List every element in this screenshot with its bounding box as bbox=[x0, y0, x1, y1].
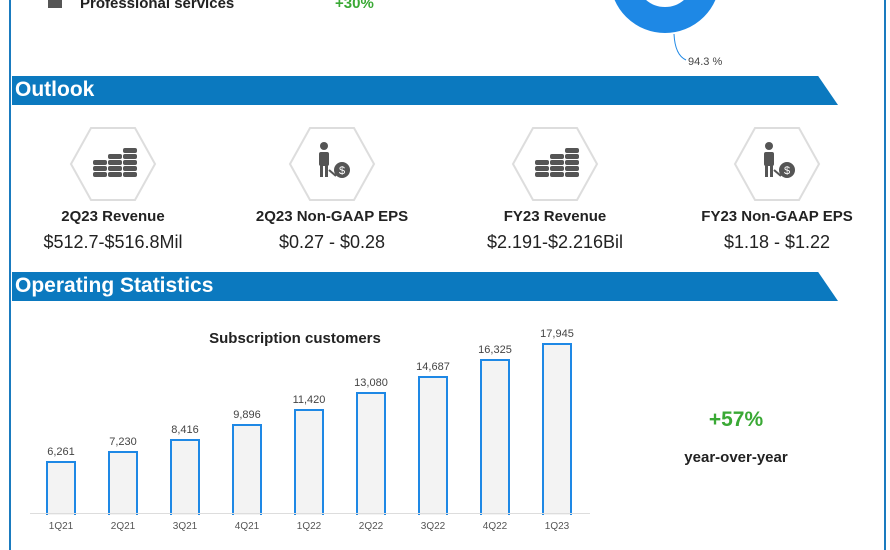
outlook-item-value: $0.27 - $0.28 bbox=[278, 232, 386, 252]
frame-left-border bbox=[9, 0, 11, 550]
operating-header: Operating Statistics bbox=[12, 272, 838, 301]
x-tick-label: 3Q21 bbox=[172, 521, 198, 532]
outlook-item-label: 2Q23 Non-GAAP EPS bbox=[255, 208, 409, 225]
x-tick-label: 4Q21 bbox=[234, 521, 260, 532]
chart-title: Subscription customers bbox=[209, 330, 381, 347]
x-tick-label: 2Q22 bbox=[358, 521, 384, 532]
legend-label: Professional services bbox=[80, 0, 235, 12]
yoy-growth: +57% bbox=[708, 408, 764, 431]
data-label: 13,080 bbox=[354, 377, 388, 389]
leader-line bbox=[673, 33, 687, 61]
donut-slice bbox=[614, 0, 716, 33]
svg-text:$: $ bbox=[339, 165, 345, 177]
bar-4Q21 bbox=[232, 424, 262, 515]
outlook-item-label: FY23 Revenue bbox=[503, 208, 607, 225]
data-label: 7,230 bbox=[109, 436, 137, 449]
bar-3Q22 bbox=[418, 375, 448, 515]
yoy-label: year-over-year bbox=[684, 449, 788, 466]
data-label: 17,945 bbox=[540, 327, 574, 340]
frame-right-border bbox=[884, 0, 886, 550]
outlook-item-value: $1.18 - $1.22 bbox=[723, 232, 831, 252]
outlook-title: Outlook bbox=[15, 78, 95, 101]
person-dollar-icon: $ bbox=[288, 126, 376, 202]
data-label: 8,416 bbox=[171, 424, 199, 437]
data-label: 11,420 bbox=[292, 393, 326, 406]
bar-4Q22 bbox=[480, 359, 510, 515]
outlook-item-value: $512.7-$516.8Mil bbox=[43, 232, 183, 252]
donut-chart bbox=[614, 0, 716, 61]
outlook-item-label: 2Q23 Revenue bbox=[61, 208, 165, 225]
x-tick-label: 1Q22 bbox=[296, 521, 322, 532]
data-label: 14,687 bbox=[416, 360, 450, 373]
coins-icon bbox=[511, 126, 599, 202]
x-tick-label: 2Q21 bbox=[110, 521, 136, 532]
x-tick-label: 4Q22 bbox=[482, 521, 508, 532]
x-tick-label: 1Q23 bbox=[544, 521, 570, 532]
legend-swatch bbox=[48, 0, 62, 8]
bar-3Q21 bbox=[170, 439, 200, 515]
bar-2Q22 bbox=[356, 392, 386, 515]
person-dollar-icon: $ bbox=[733, 126, 821, 202]
outlook-item-label: FY23 Non-GAAP EPS bbox=[701, 208, 853, 225]
operating-title: Operating Statistics bbox=[15, 274, 214, 297]
outlook-header: Outlook bbox=[12, 76, 838, 105]
bar-1Q23 bbox=[542, 342, 572, 515]
donut-label: 94.3 % bbox=[688, 56, 723, 68]
data-label: 9,896 bbox=[233, 409, 261, 422]
x-axis bbox=[30, 513, 590, 514]
bar-2Q21 bbox=[108, 451, 138, 515]
outlook-item-value: $2.191-$2.216Bil bbox=[486, 232, 624, 252]
x-tick-label: 3Q22 bbox=[420, 521, 446, 532]
coins-icon bbox=[69, 126, 157, 202]
bar-1Q21 bbox=[46, 460, 76, 515]
data-label: 6,261 bbox=[47, 445, 75, 458]
x-tick-label: 1Q21 bbox=[48, 521, 74, 532]
svg-text:$: $ bbox=[784, 165, 790, 177]
bar-1Q22 bbox=[294, 408, 324, 515]
data-label: 16,325 bbox=[478, 344, 512, 357]
growth-value: +30% bbox=[335, 0, 374, 12]
